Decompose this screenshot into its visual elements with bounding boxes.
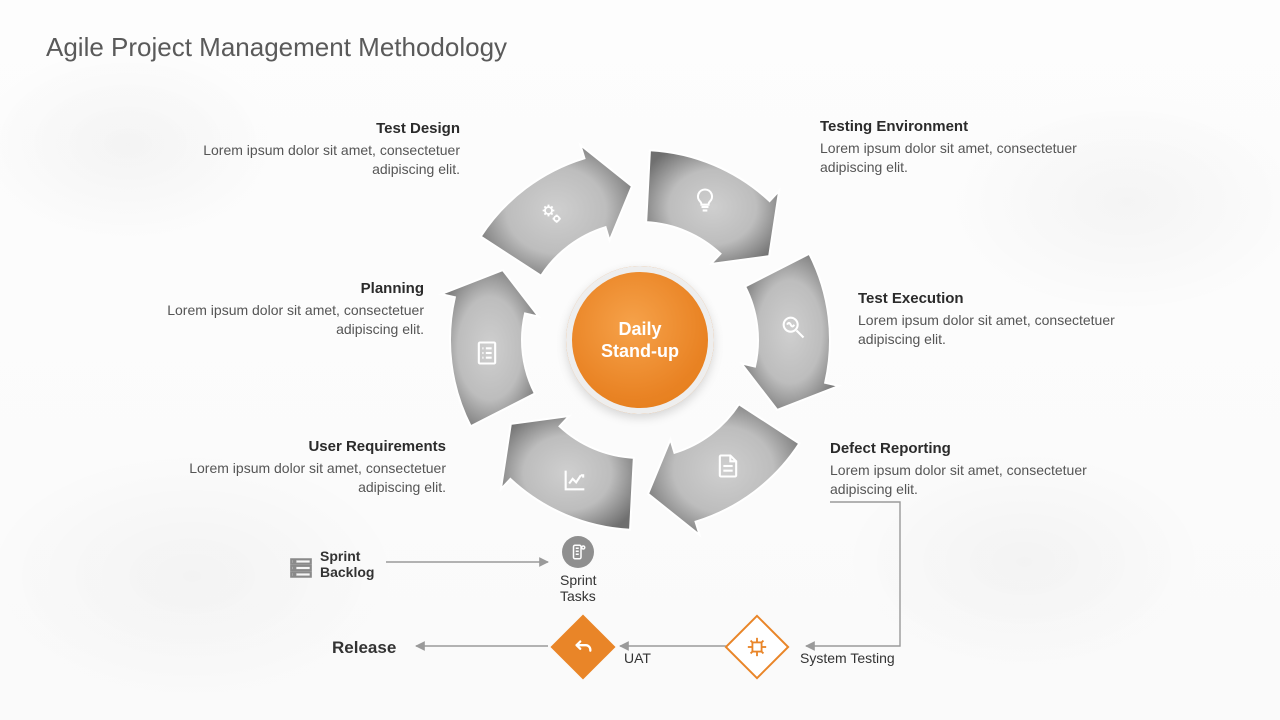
bulb-icon [691, 186, 719, 214]
center-hub: Daily Stand-up [566, 266, 714, 414]
doc-icon [714, 452, 742, 480]
label-test-design: Test Design Lorem ipsum dolor sit amet, … [200, 120, 460, 179]
checklist-icon [473, 339, 501, 367]
label-test-execution: Test Execution Lorem ipsum dolor sit ame… [858, 290, 1118, 349]
system-testing-label: System Testing [800, 650, 895, 666]
backlog-icon [288, 555, 314, 581]
release-label: Release [332, 638, 396, 658]
hub-line-1: Daily [618, 319, 661, 339]
label-testing-environment: Testing Environment Lorem ipsum dolor si… [820, 118, 1080, 177]
sprint-tasks-icon [562, 536, 594, 568]
hub-line-2: Stand-up [601, 341, 679, 361]
sprint-backlog-label: Sprint Backlog [320, 548, 374, 580]
label-defect-reporting: Defect Reporting Lorem ipsum dolor sit a… [830, 440, 1090, 499]
chart-icon [561, 466, 589, 494]
label-user-requirements: User Requirements Lorem ipsum dolor sit … [186, 438, 446, 497]
sprint-tasks-label: Sprint Tasks [560, 572, 597, 604]
magnify-icon [779, 313, 807, 341]
uat-label: UAT [624, 650, 651, 666]
label-planning: Planning Lorem ipsum dolor sit amet, con… [164, 280, 424, 339]
gears-icon [538, 200, 566, 228]
